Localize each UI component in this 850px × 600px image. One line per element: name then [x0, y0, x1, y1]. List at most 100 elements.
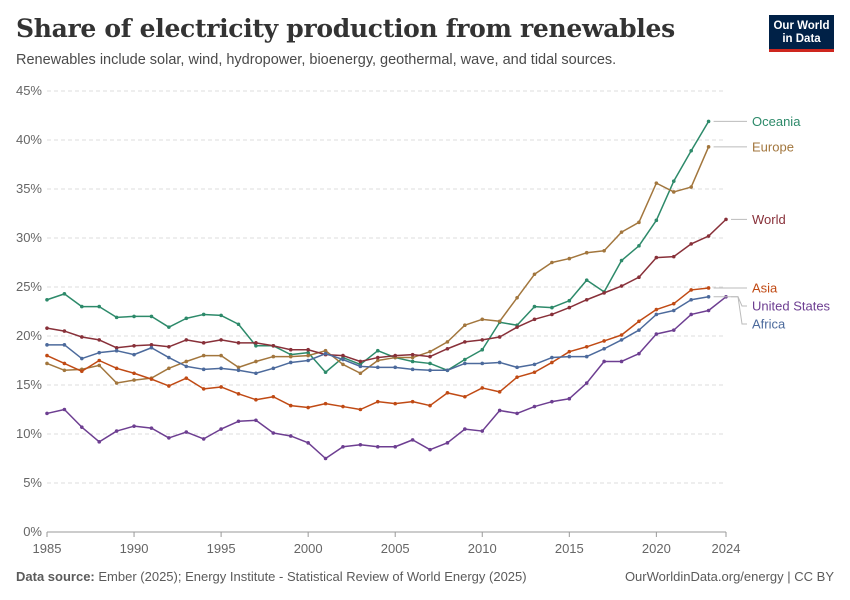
data-point: [567, 305, 572, 310]
data-point: [45, 353, 49, 358]
owid-logo[interactable]: Our World in Data: [769, 15, 834, 52]
data-point: [149, 314, 154, 319]
data-point: [428, 349, 432, 354]
data-point: [288, 360, 293, 365]
data-point: [341, 357, 345, 362]
data-point: [497, 319, 502, 324]
data-point: [671, 308, 676, 313]
data-point: [306, 441, 310, 445]
series-label-asia: Asia: [713, 280, 778, 295]
data-point: [671, 254, 676, 259]
data-point: [532, 272, 537, 277]
data-point: [671, 179, 676, 183]
data-point: [619, 338, 624, 342]
series-label-oceania: Oceania: [713, 114, 801, 129]
data-point: [184, 359, 189, 364]
data-point: [584, 278, 589, 282]
data-point: [550, 355, 554, 360]
data-point: [45, 297, 49, 302]
y-tick-label: 30%: [16, 230, 42, 245]
data-point: [706, 234, 711, 238]
data-source-text: Ember (2025); Energy Institute - Statist…: [98, 569, 527, 584]
data-point: [567, 298, 572, 303]
data-point: [515, 375, 519, 379]
data-point: [236, 365, 241, 370]
data-point: [306, 358, 310, 363]
series-label-united-states: United States: [731, 296, 831, 313]
data-point: [445, 368, 450, 373]
data-point: [584, 344, 589, 349]
data-point: [97, 358, 102, 363]
data-point: [254, 341, 258, 345]
data-point: [114, 429, 119, 433]
data-point: [271, 431, 276, 435]
data-point: [97, 363, 102, 368]
data-point: [637, 275, 641, 280]
data-point: [80, 304, 84, 309]
data-point: [463, 394, 467, 399]
data-point: [497, 408, 502, 413]
data-point: [306, 347, 310, 352]
series-world: [45, 217, 728, 364]
x-tick-label: 2000: [294, 541, 323, 556]
data-point: [532, 362, 537, 367]
data-point: [184, 430, 189, 434]
data-point: [637, 328, 641, 332]
data-point: [132, 352, 136, 357]
data-point: [323, 456, 328, 461]
data-point: [410, 399, 415, 404]
data-point: [706, 119, 711, 124]
data-point: [671, 328, 676, 332]
data-point: [323, 348, 328, 353]
y-tick-label: 45%: [16, 83, 42, 98]
data-point: [724, 217, 728, 222]
series-label-world: World: [731, 212, 786, 227]
data-point: [219, 427, 223, 431]
data-point: [341, 404, 345, 409]
data-point: [132, 371, 136, 376]
data-point: [567, 354, 572, 359]
data-point: [80, 356, 84, 361]
logo-line-2: in Data: [782, 33, 821, 45]
data-source: Data source: Ember (2025); Energy Instit…: [16, 569, 527, 584]
data-point: [654, 255, 659, 260]
data-point: [219, 385, 223, 389]
data-point: [375, 365, 380, 370]
data-point: [584, 381, 589, 385]
series-label-text: United States: [752, 298, 831, 313]
series-labels: Oceania Europe World Asia United States Afric…: [713, 114, 831, 331]
data-point: [410, 355, 415, 360]
data-point: [515, 295, 519, 300]
data-point: [550, 305, 554, 310]
data-point: [567, 349, 572, 354]
y-tick-label: 15%: [16, 377, 42, 392]
data-point: [167, 436, 171, 440]
series-line: [46, 296, 727, 460]
data-point: [584, 297, 589, 302]
data-point: [306, 353, 310, 358]
y-tick-label: 20%: [16, 328, 42, 343]
credit-link[interactable]: OurWorldinData.org/energy | CC BY: [624, 569, 834, 584]
data-point: [167, 355, 171, 360]
data-point: [497, 390, 502, 394]
data-point: [167, 366, 171, 371]
data-point: [463, 361, 467, 366]
data-point: [428, 361, 432, 366]
series-line: [46, 146, 710, 384]
x-tick-label: 2010: [468, 541, 497, 556]
data-point: [497, 360, 502, 365]
data-point: [480, 429, 485, 433]
data-point: [706, 295, 711, 299]
series-line: [46, 120, 710, 374]
data-point: [45, 343, 49, 347]
data-point: [80, 335, 84, 339]
data-point: [62, 329, 67, 333]
data-point: [201, 387, 206, 391]
data-point: [567, 256, 572, 261]
series-europe: [45, 145, 711, 385]
data-point: [149, 345, 154, 350]
data-point: [671, 301, 676, 306]
data-point: [706, 286, 711, 290]
data-point: [375, 355, 380, 360]
data-point: [201, 341, 206, 345]
